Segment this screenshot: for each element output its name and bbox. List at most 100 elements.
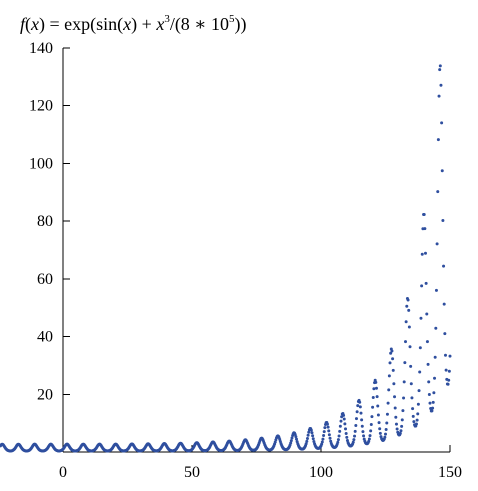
data-point bbox=[431, 400, 435, 404]
data-point bbox=[329, 439, 333, 443]
data-point bbox=[395, 427, 399, 431]
data-point bbox=[378, 427, 382, 431]
data-point bbox=[434, 288, 438, 292]
data-point bbox=[439, 83, 443, 87]
x-axis-ticks: 0 50 100 150 bbox=[59, 445, 462, 481]
data-point bbox=[418, 346, 422, 350]
data-point bbox=[307, 430, 311, 434]
data-point bbox=[352, 438, 356, 442]
data-point bbox=[372, 387, 376, 391]
data-point bbox=[399, 429, 403, 433]
data-point bbox=[447, 378, 451, 382]
data-point bbox=[320, 440, 324, 444]
x-tick-label: 0 bbox=[59, 464, 67, 481]
data-point bbox=[400, 418, 404, 422]
data-point bbox=[326, 425, 330, 429]
data-point bbox=[367, 439, 371, 443]
data-point bbox=[327, 429, 331, 433]
data-point bbox=[360, 424, 364, 428]
data-point bbox=[377, 421, 381, 425]
data-point bbox=[422, 213, 426, 217]
data-point bbox=[338, 424, 342, 428]
data-point bbox=[403, 361, 407, 365]
data-point bbox=[384, 427, 388, 431]
data-point bbox=[431, 406, 435, 410]
data-point bbox=[390, 349, 394, 353]
data-point bbox=[416, 402, 420, 406]
data-point bbox=[362, 434, 366, 438]
y-tick-label: 140 bbox=[29, 40, 53, 57]
data-point bbox=[294, 435, 298, 439]
data-point bbox=[309, 428, 313, 432]
data-point bbox=[376, 413, 380, 417]
data-point bbox=[336, 440, 340, 444]
data-point bbox=[438, 68, 442, 72]
data-point bbox=[409, 382, 413, 386]
data-point bbox=[356, 404, 360, 408]
data-point bbox=[437, 94, 441, 98]
data-point bbox=[427, 393, 431, 397]
data-point bbox=[443, 332, 447, 336]
x-tick-label: 150 bbox=[438, 464, 462, 481]
data-point bbox=[342, 413, 346, 417]
data-point bbox=[443, 353, 447, 357]
title-function-symbol: f bbox=[20, 14, 28, 34]
y-tick-label: 120 bbox=[29, 98, 53, 115]
data-point bbox=[371, 396, 375, 400]
data-point bbox=[440, 121, 444, 125]
data-point bbox=[387, 374, 391, 378]
data-point bbox=[436, 190, 440, 194]
data-point bbox=[368, 434, 372, 438]
data-point bbox=[358, 405, 362, 409]
data-point bbox=[389, 351, 393, 355]
title-variable-3: x bbox=[155, 14, 164, 34]
data-point bbox=[441, 218, 445, 222]
y-tick-label: 100 bbox=[29, 155, 53, 172]
data-point bbox=[336, 438, 340, 442]
data-point bbox=[351, 440, 355, 444]
data-point bbox=[339, 419, 343, 423]
data-point bbox=[420, 284, 424, 288]
data-point bbox=[353, 434, 357, 438]
data-point bbox=[444, 368, 448, 372]
data-point bbox=[412, 420, 416, 424]
data-point bbox=[369, 429, 373, 433]
title-variable: x bbox=[30, 14, 39, 34]
data-point bbox=[407, 308, 411, 312]
data-point bbox=[371, 405, 375, 409]
data-point bbox=[435, 242, 439, 246]
data-point bbox=[321, 437, 325, 441]
data-point bbox=[388, 361, 392, 365]
y-tick-label: 20 bbox=[37, 386, 53, 403]
chart-title: f(x) = exp(sin(x) + x3/(8 ∗ 105)) bbox=[20, 13, 247, 35]
data-point bbox=[342, 417, 346, 421]
data-point bbox=[325, 422, 329, 426]
data-point bbox=[423, 227, 427, 231]
data-point bbox=[424, 281, 428, 285]
data-point bbox=[343, 422, 347, 426]
data-point bbox=[369, 423, 373, 427]
data-point bbox=[417, 389, 421, 393]
data-point bbox=[406, 298, 410, 302]
data-point bbox=[311, 437, 315, 441]
data-point bbox=[447, 369, 451, 373]
data-point bbox=[355, 410, 359, 414]
data-point bbox=[367, 437, 371, 441]
data-point bbox=[432, 391, 436, 395]
data-point bbox=[433, 376, 437, 380]
data-point bbox=[442, 302, 446, 306]
title-cube-exponent: 3 bbox=[164, 13, 170, 25]
data-point bbox=[304, 442, 308, 446]
data-point bbox=[289, 441, 293, 445]
data-point bbox=[414, 422, 418, 426]
data-point bbox=[407, 325, 411, 329]
title-variable-2: x bbox=[122, 14, 131, 34]
data-point bbox=[411, 414, 415, 418]
data-point bbox=[374, 380, 378, 384]
data-point bbox=[359, 411, 363, 415]
data-point bbox=[404, 320, 408, 324]
title-ten-exponent: 5 bbox=[229, 13, 235, 25]
data-point bbox=[386, 401, 390, 405]
data-point bbox=[310, 431, 314, 435]
data-point bbox=[393, 406, 397, 410]
